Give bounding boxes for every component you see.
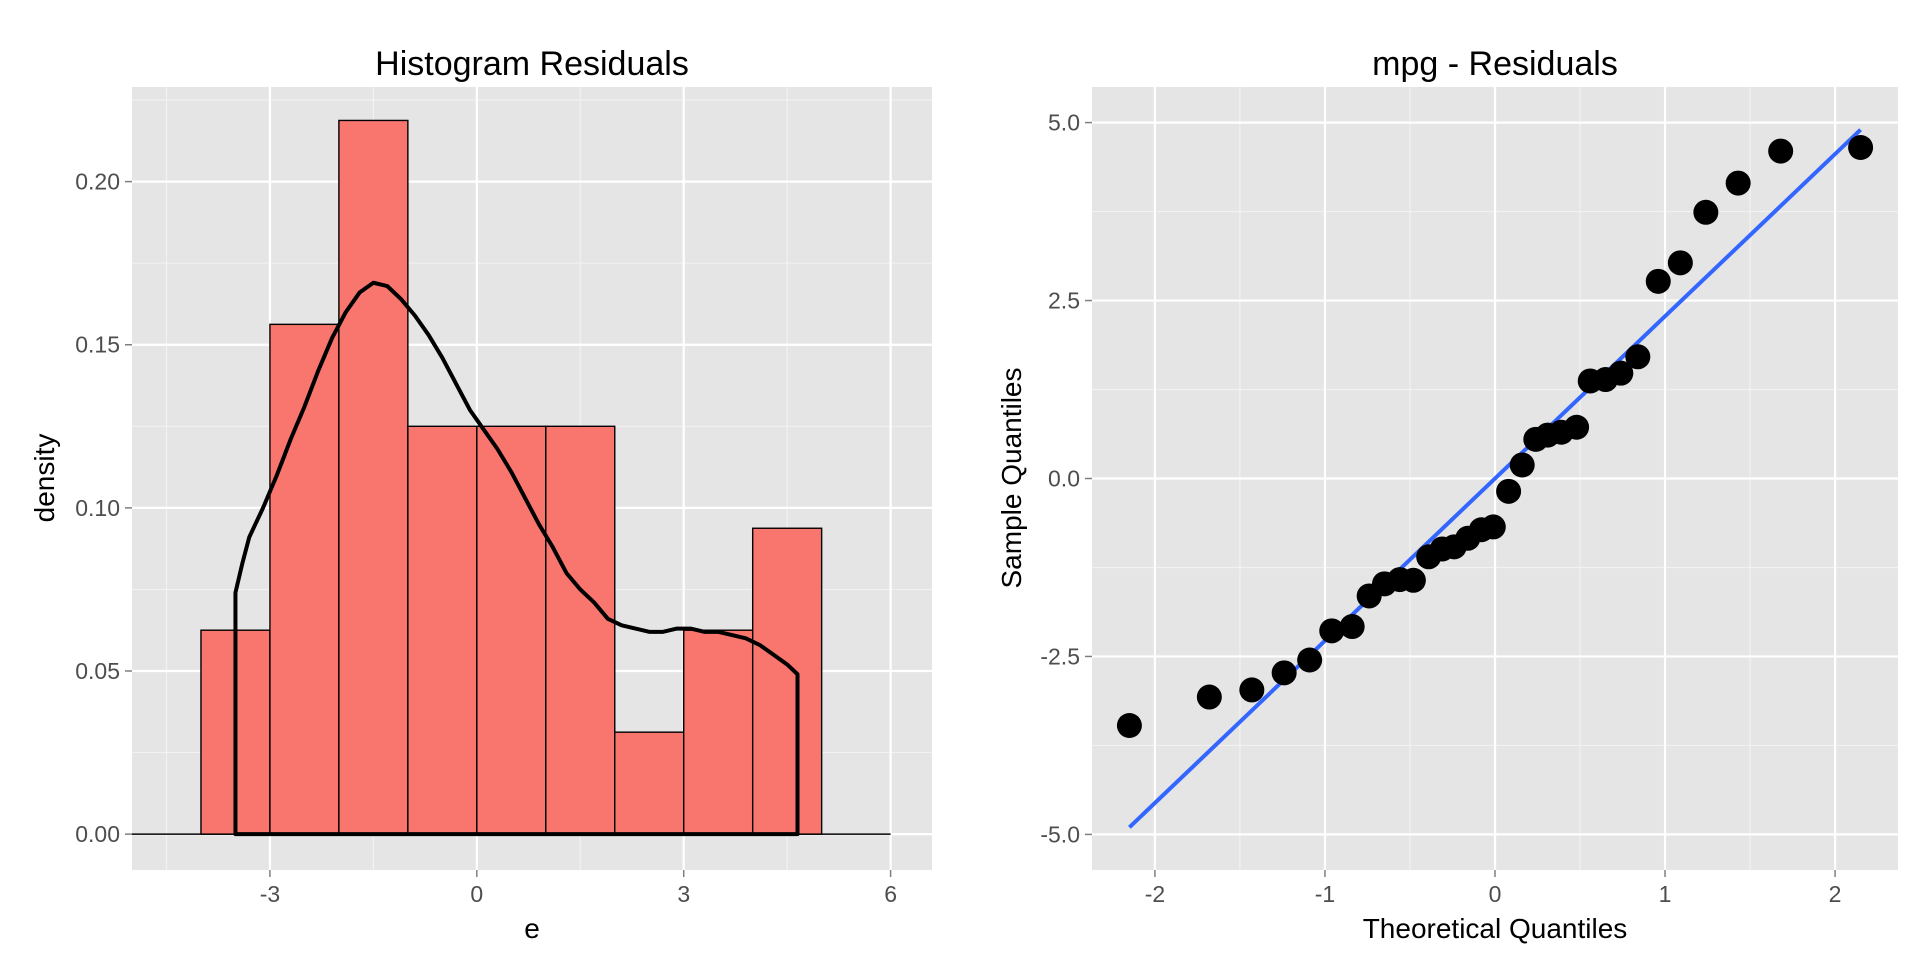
qq-y-axis-label: Sample Quantiles (996, 367, 1027, 588)
y-tick-label: 5.0 (1048, 110, 1080, 136)
qq-reference-line (1128, 128, 1862, 829)
histogram-bars (132, 119, 891, 835)
qq-point (1768, 138, 1794, 164)
histogram-bar (476, 425, 547, 835)
qq-point (1480, 514, 1506, 540)
histogram-bar (614, 731, 685, 835)
qq-x-axis-label: Theoretical Quantiles (1363, 913, 1628, 944)
qq-plot-panel: -2 -1 0 1 2 -5.0 -2.5 0.0 2.5 5.0 mpg - Residual… (996, 45, 1898, 944)
qq-point (1625, 344, 1651, 370)
qq-point (1645, 268, 1671, 294)
x-tick-label: 1 (1659, 881, 1672, 907)
density-curve (233, 280, 800, 837)
qq-gridlines (1092, 87, 1898, 870)
x-tick-label: -1 (1315, 881, 1335, 907)
qq-point (1196, 684, 1222, 710)
x-tick-label: 6 (884, 881, 897, 907)
histogram-bar (545, 425, 616, 835)
y-tick-label: 0.20 (75, 169, 120, 195)
qq-point (1608, 360, 1634, 386)
qq-point (1339, 614, 1365, 640)
y-tick-label: -5.0 (1040, 821, 1080, 847)
histogram-y-ticks: 0.00 0.05 0.10 0.15 0.20 (75, 169, 132, 847)
qq-point (1400, 567, 1426, 593)
y-tick-label: 0.15 (75, 332, 120, 358)
histogram-x-ticks: -3 0 3 6 (260, 870, 897, 907)
qq-point (1297, 647, 1323, 673)
y-tick-label: 0.00 (75, 821, 120, 847)
y-tick-label: 2.5 (1048, 288, 1080, 314)
histogram-x-axis-label: e (524, 913, 540, 944)
qq-point (1725, 170, 1751, 196)
histogram-bar (338, 119, 409, 835)
x-tick-label: 2 (1829, 881, 1842, 907)
histogram-title: Histogram Residuals (375, 45, 689, 83)
histogram-bar (269, 323, 340, 835)
histogram-panel: -3 0 3 6 0.00 0.05 0.10 0.15 0.20 Histogram Res… (29, 45, 932, 944)
y-tick-label: 0.0 (1048, 466, 1080, 492)
qq-point (1693, 199, 1719, 225)
y-tick-label: -2.5 (1040, 643, 1080, 669)
qq-points (1116, 135, 1874, 739)
qq-y-ticks: -5.0 -2.5 0.0 2.5 5.0 (1040, 110, 1092, 847)
x-tick-label: 0 (1489, 881, 1502, 907)
qq-point (1239, 677, 1265, 703)
x-tick-label: -3 (260, 881, 280, 907)
qq-point (1496, 478, 1522, 504)
qq-title: mpg - Residuals (1372, 45, 1618, 83)
qq-point (1271, 660, 1297, 686)
histogram-bar (683, 629, 754, 835)
histogram-bar (407, 425, 478, 835)
y-tick-label: 0.10 (75, 495, 120, 521)
density-curve-layer (233, 280, 800, 837)
qq-point (1319, 618, 1345, 644)
histogram-y-axis-label: density (29, 434, 60, 523)
qq-point (1509, 452, 1535, 478)
qq-reference-line-layer (1128, 128, 1862, 829)
qq-point (1667, 250, 1693, 276)
x-tick-label: -2 (1145, 881, 1165, 907)
qq-point (1564, 414, 1590, 440)
qq-x-ticks: -2 -1 0 1 2 (1145, 870, 1842, 907)
x-tick-label: 3 (677, 881, 690, 907)
qq-point (1848, 135, 1874, 161)
x-tick-label: 0 (470, 881, 483, 907)
qq-point (1116, 713, 1142, 739)
y-tick-label: 0.05 (75, 658, 120, 684)
histogram-bar (751, 527, 823, 835)
